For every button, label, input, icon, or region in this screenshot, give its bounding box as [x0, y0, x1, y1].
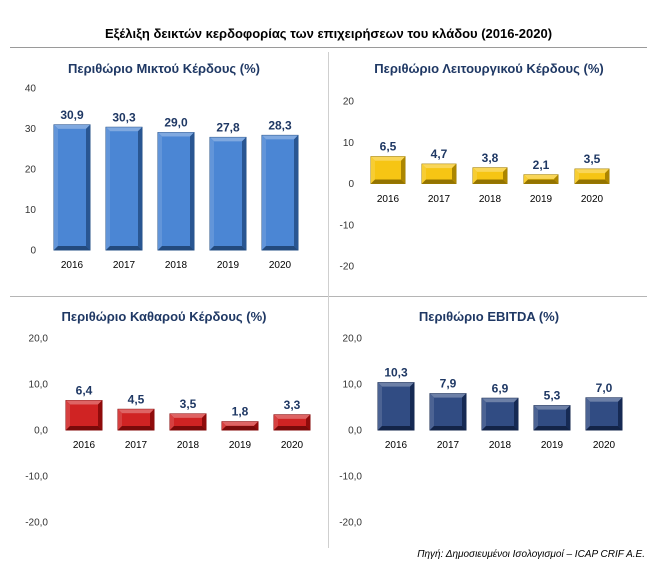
- x-tick-label: 2019: [229, 440, 252, 451]
- y-tick-label: 10,0: [29, 380, 49, 391]
- vertical-divider: [328, 52, 329, 548]
- x-tick-label: 2017: [437, 440, 460, 451]
- page-title: Εξέλιξη δεικτών κερδοφορίας των επιχειρή…: [104, 26, 553, 41]
- bar: [377, 382, 415, 431]
- x-tick-label: 2018: [489, 440, 512, 451]
- x-tick-label: 2019: [217, 260, 240, 271]
- y-tick-label: 20: [343, 97, 355, 108]
- x-tick-label: 2016: [73, 440, 96, 451]
- x-tick-label: 2018: [479, 194, 502, 205]
- bar: [117, 408, 155, 431]
- x-tick-label: 2020: [281, 440, 304, 451]
- data-label: 1,8: [232, 405, 249, 419]
- chart-svg: 0 10 20 30 40 30,9 2016 30,3 2017 29,0 2018 27,8 201…: [25, 84, 299, 271]
- data-label: 7,9: [440, 377, 457, 391]
- y-tick-label: -10,0: [339, 472, 362, 483]
- y-tick-label: 30: [25, 124, 37, 135]
- data-label: 3,5: [584, 152, 601, 166]
- y-tick-label: 0: [30, 246, 36, 257]
- chart-title: Περιθώριο Λειτουργικού Κέρδους (%): [374, 61, 604, 76]
- y-tick-label: 20,0: [29, 334, 49, 345]
- data-label: 3,8: [482, 151, 499, 165]
- chart-title: Περιθώριο Καθαρού Κέρδους (%): [61, 309, 267, 324]
- y-tick-label: 10: [25, 205, 37, 216]
- x-tick-label: 2016: [377, 194, 400, 205]
- data-label: 4,5: [128, 392, 145, 406]
- bar: [273, 414, 311, 431]
- chart-ebitda-margin: Περιθώριο EBITDA (%) -20,0 -10,0 0,0 10,0 20…: [334, 300, 644, 540]
- bar: [209, 136, 247, 251]
- title-rule: [10, 47, 647, 48]
- source-note: Πηγή: Δημοσιευμένοι Ισολογισμοί – ICAP C…: [417, 549, 645, 560]
- x-tick-label: 2020: [593, 440, 616, 451]
- chart-title: Περιθώριο Μικτού Κέρδους (%): [68, 61, 260, 76]
- chart-title: Περιθώριο EBITDA (%): [418, 309, 560, 324]
- x-tick-label: 2016: [385, 440, 408, 451]
- data-label: 27,8: [216, 120, 240, 134]
- y-tick-label: 20: [25, 165, 37, 176]
- data-label: 7,0: [596, 381, 613, 395]
- bar: [421, 163, 457, 185]
- y-tick-label: 0: [348, 179, 354, 190]
- chart-svg: -20 -10 0 10 20 6,5 2016 4,7 2017 3,8 2018 2,1 2019 3…: [340, 97, 610, 273]
- y-tick-label: -10,0: [25, 472, 48, 483]
- bar: [157, 132, 195, 251]
- x-tick-label: 2018: [177, 440, 200, 451]
- chart-svg: -20,0 -10,0 0,0 10,0 20,0 6,4 2016 4,5 2017 3,5 20…: [25, 334, 311, 529]
- bar: [533, 405, 571, 431]
- data-label: 3,3: [284, 398, 301, 412]
- y-tick-label: 0,0: [34, 426, 48, 437]
- y-tick-label: -20,0: [25, 518, 48, 529]
- data-label: 6,5: [380, 140, 397, 154]
- x-tick-label: 2019: [541, 440, 564, 451]
- chart-net-margin: Περιθώριο Καθαρού Κέρδους (%) -20,0 -10,0…: [14, 300, 314, 540]
- bar: [481, 397, 519, 431]
- y-tick-label: 0,0: [348, 426, 362, 437]
- x-tick-label: 2016: [61, 260, 84, 271]
- data-label: 30,9: [60, 108, 84, 122]
- bar: [261, 134, 299, 251]
- y-tick-label: -10: [340, 220, 355, 231]
- x-tick-label: 2017: [113, 260, 136, 271]
- bar: [169, 413, 207, 431]
- data-label: 28,3: [268, 118, 292, 132]
- data-label: 2,1: [533, 158, 550, 172]
- data-label: 6,4: [76, 384, 93, 398]
- bar: [585, 397, 623, 431]
- x-tick-label: 2017: [428, 194, 451, 205]
- y-tick-label: 20,0: [343, 334, 363, 345]
- data-label: 30,3: [112, 110, 136, 124]
- data-label: 29,0: [164, 116, 188, 130]
- chart-svg: -20,0 -10,0 0,0 10,0 20,0 10,3 2016 7,9 2017 6,9 2…: [339, 334, 623, 529]
- bar: [574, 168, 610, 184]
- x-tick-label: 2020: [581, 194, 604, 205]
- data-label: 4,7: [431, 147, 448, 161]
- chart-operating-margin: Περιθώριο Λειτουργικού Κέρδους (%) -20 -1…: [334, 52, 644, 292]
- data-label: 6,9: [492, 381, 509, 395]
- data-label: 3,5: [180, 397, 197, 411]
- y-tick-label: -20: [340, 262, 355, 273]
- x-tick-label: 2019: [530, 194, 553, 205]
- bar: [472, 167, 508, 184]
- y-tick-label: -20,0: [339, 518, 362, 529]
- y-tick-label: 10,0: [343, 380, 363, 391]
- bar: [105, 126, 143, 251]
- data-label: 10,3: [384, 366, 408, 380]
- bar: [221, 421, 259, 431]
- x-tick-label: 2020: [269, 260, 292, 271]
- x-tick-label: 2017: [125, 440, 148, 451]
- bar: [370, 156, 406, 184]
- bar: [523, 174, 559, 185]
- bar: [429, 393, 467, 431]
- x-tick-label: 2018: [165, 260, 188, 271]
- data-label: 5,3: [544, 389, 561, 403]
- chart-gross-margin: Περιθώριο Μικτού Κέρδους (%) 0 10 20 30 40 30…: [14, 52, 314, 292]
- y-tick-label: 40: [25, 84, 37, 95]
- bar: [65, 400, 103, 431]
- y-tick-label: 10: [343, 138, 355, 149]
- bar: [53, 124, 91, 251]
